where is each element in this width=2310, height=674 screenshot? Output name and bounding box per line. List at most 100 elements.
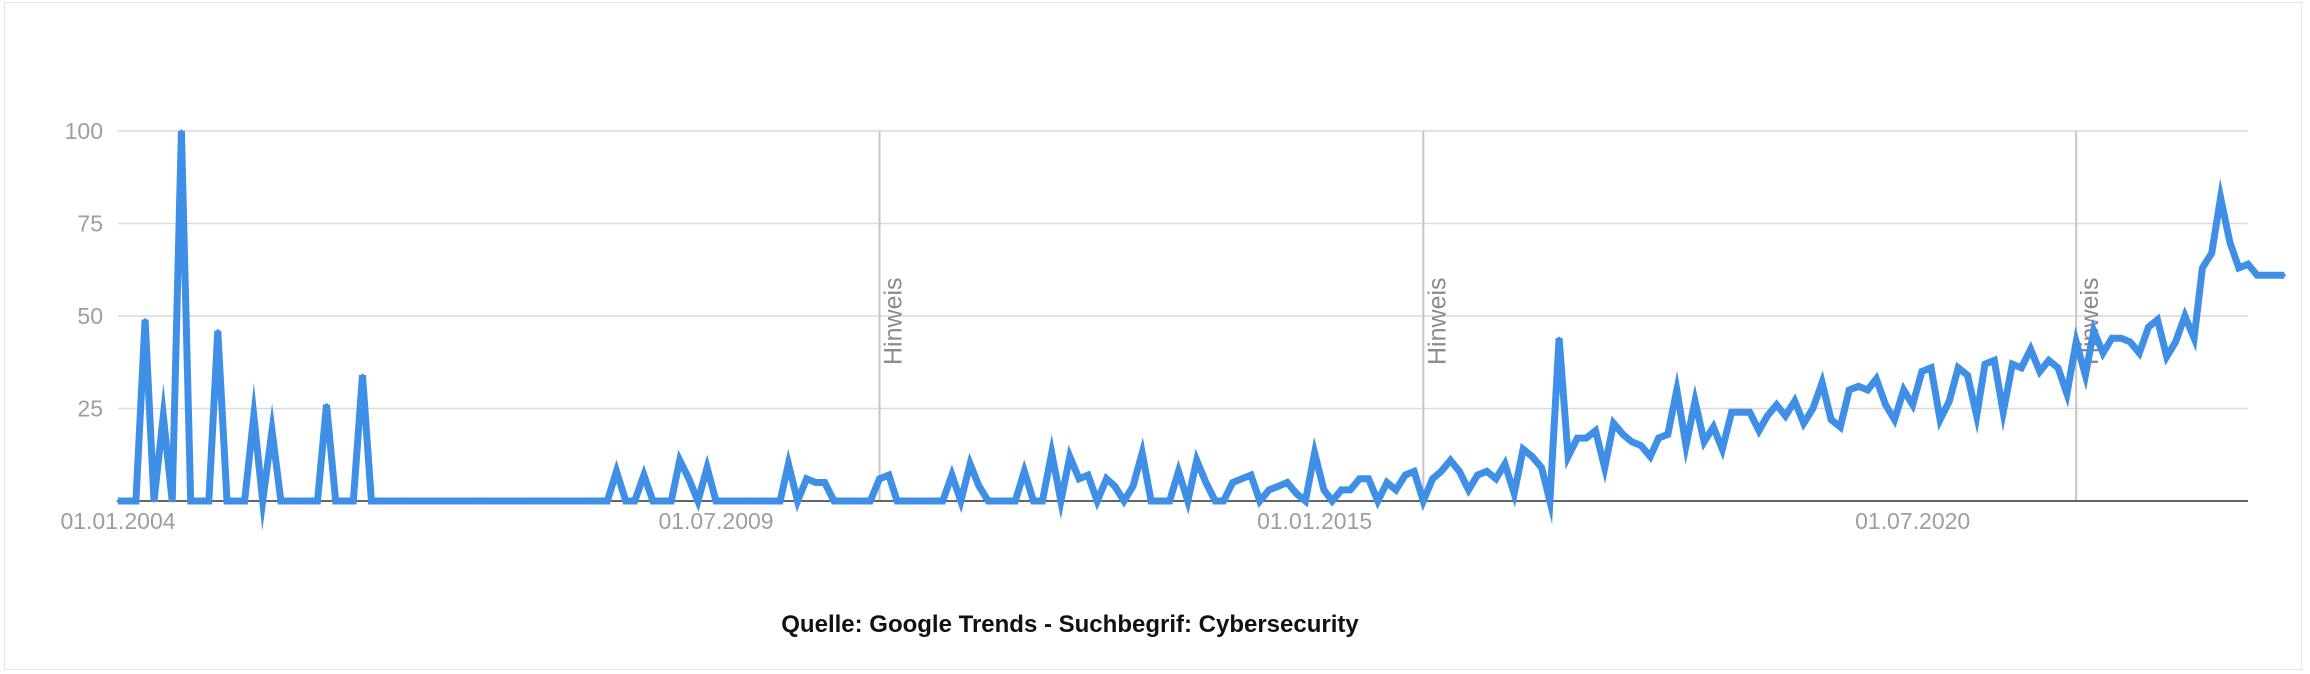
data-point <box>1983 362 1987 366</box>
data-points <box>116 129 2286 503</box>
data-point <box>2174 340 2178 344</box>
x-tick-label: 01.01.2004 <box>60 508 175 534</box>
data-point <box>642 473 646 477</box>
data-point <box>587 499 591 503</box>
data-point <box>696 499 700 503</box>
data-point <box>1566 455 1570 459</box>
data-point <box>1358 477 1362 481</box>
data-point <box>1276 484 1280 488</box>
data-point <box>1013 499 1017 503</box>
data-point <box>560 499 564 503</box>
chart-caption: Quelle: Google Trends - Suchbegrif: Cybe… <box>781 611 1359 638</box>
data-point <box>234 499 238 503</box>
data-point <box>904 499 908 503</box>
data-point <box>297 499 301 503</box>
y-tick-label-25: 25 <box>77 396 103 422</box>
annotation-label: Hinweis <box>880 277 908 365</box>
data-point <box>2246 262 2250 266</box>
data-point <box>569 499 573 503</box>
data-point <box>406 499 410 503</box>
data-point <box>469 499 473 503</box>
data-point <box>669 499 673 503</box>
data-point <box>134 499 138 503</box>
gridlines <box>118 130 2248 410</box>
data-point <box>1032 499 1035 503</box>
data-point <box>769 499 773 503</box>
data-point <box>1684 444 1688 447</box>
data-point <box>2083 373 2087 377</box>
data-point <box>1421 499 1425 503</box>
data-point <box>1793 399 1797 403</box>
data-point <box>950 473 954 477</box>
data-point <box>170 499 174 503</box>
data-point <box>1521 447 1525 451</box>
data-point <box>2092 329 2096 333</box>
data-point <box>2047 358 2051 362</box>
data-point <box>624 499 628 503</box>
data-point <box>1838 425 1842 429</box>
data-point <box>1829 418 1833 422</box>
data-point <box>1040 499 1044 503</box>
data-point <box>2147 325 2150 329</box>
data-point <box>2264 273 2268 277</box>
data-point <box>2001 410 2005 414</box>
data-point <box>2200 266 2204 270</box>
data-point <box>1938 418 1942 422</box>
data-point <box>741 499 745 503</box>
data-point <box>1168 499 1172 503</box>
data-point <box>2010 362 2014 366</box>
data-point <box>1222 499 1225 503</box>
data-point <box>2273 273 2277 277</box>
data-point <box>1195 458 1199 462</box>
data-point <box>1376 499 1380 503</box>
data-point <box>1140 451 1144 455</box>
data-point <box>796 499 800 503</box>
data-point <box>1920 370 1924 373</box>
data-point <box>1603 466 1607 470</box>
data-point <box>1186 499 1190 503</box>
data-point <box>723 499 727 503</box>
data-point <box>1457 469 1461 473</box>
data-point <box>596 499 600 503</box>
data-point <box>261 499 265 503</box>
data-point <box>1739 410 1742 414</box>
data-point <box>152 499 156 503</box>
data-point <box>1657 436 1661 440</box>
data-point <box>1295 492 1298 496</box>
data-point <box>1820 381 1824 385</box>
data-point <box>279 499 283 503</box>
data-point <box>968 462 972 466</box>
data-point <box>325 403 328 407</box>
data-point <box>179 129 183 133</box>
data-point <box>306 499 310 503</box>
chart-frame <box>4 2 2302 670</box>
data-point <box>2110 336 2114 340</box>
data-point <box>2192 336 2196 340</box>
data-point <box>369 499 373 503</box>
data-point <box>1467 488 1471 492</box>
data-point <box>452 499 456 503</box>
data-point <box>397 499 401 503</box>
data-point <box>1322 488 1326 492</box>
data-point <box>1730 410 1734 414</box>
data-point <box>1348 488 1352 492</box>
data-point <box>660 499 664 503</box>
data-point <box>2019 366 2023 370</box>
data-point <box>1439 469 1443 473</box>
data-point <box>1077 477 1081 481</box>
data-point <box>1847 388 1851 392</box>
data-point <box>1775 403 1779 407</box>
data-point <box>878 477 881 481</box>
data-point <box>1095 499 1099 503</box>
data-point <box>551 499 555 503</box>
data-point <box>1022 469 1026 473</box>
data-point <box>460 499 464 503</box>
data-point <box>1177 469 1180 473</box>
data-point <box>1258 499 1262 503</box>
data-point <box>1720 447 1724 451</box>
data-point <box>361 373 364 377</box>
data-point <box>1630 440 1634 444</box>
y-tick-label-50: 50 <box>77 303 103 329</box>
data-point <box>343 499 347 503</box>
data-point <box>379 499 383 503</box>
